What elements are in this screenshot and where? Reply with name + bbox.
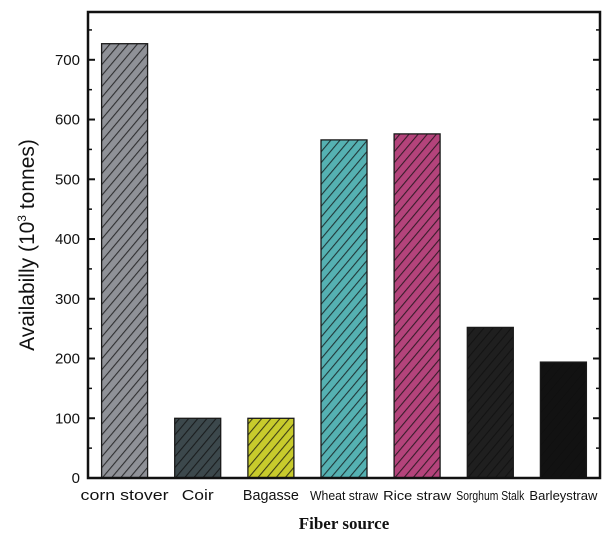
x-category-label: Rice straw bbox=[383, 488, 452, 503]
bar-bagasse bbox=[247, 417, 295, 479]
bar-wheat-straw bbox=[320, 139, 368, 479]
bar-barleystraw bbox=[539, 361, 588, 479]
x-category-label: Sorghum Stalk bbox=[456, 488, 524, 503]
y-tick-labels: 0 100 200 300 400 500 600 700 bbox=[55, 52, 80, 487]
plot-frame bbox=[86, 10, 602, 480]
y-tick-label: 700 bbox=[55, 52, 80, 69]
bar-coir bbox=[174, 417, 222, 479]
y-axis-label-tail: tonnes) bbox=[16, 139, 39, 215]
x-category-label: corn stover bbox=[81, 487, 169, 504]
y-tick-label: 500 bbox=[55, 171, 80, 188]
y-tick-label: 200 bbox=[55, 351, 80, 368]
x-category-label: Wheat straw bbox=[310, 488, 379, 503]
tick-marks bbox=[88, 29, 600, 479]
x-axis-label: Fiber source bbox=[299, 514, 390, 533]
bar-sorghum-stalk bbox=[466, 326, 514, 479]
y-tick-label: 300 bbox=[55, 291, 80, 308]
y-axis-label: Availabilly (103 tonnes) bbox=[15, 139, 39, 351]
x-category-label: Bagasse bbox=[243, 487, 299, 504]
y-tick-label: 100 bbox=[55, 410, 80, 427]
y-axis-label-main: Availabilly (10 bbox=[16, 222, 39, 351]
y-axis-label-superscript: 3 bbox=[15, 215, 29, 222]
x-category-label: Coir bbox=[182, 487, 214, 504]
bar-rice-straw bbox=[393, 133, 441, 479]
x-category-label: Barleystraw bbox=[529, 488, 598, 503]
bars-group bbox=[100, 43, 588, 479]
y-tick-label: 0 bbox=[72, 470, 80, 487]
x-category-labels: corn stover Coir Bagasse Wheat straw Rice st… bbox=[81, 487, 598, 504]
y-tick-label: 600 bbox=[55, 112, 80, 129]
bar-corn-stover bbox=[100, 43, 149, 479]
y-tick-label: 400 bbox=[55, 231, 80, 248]
